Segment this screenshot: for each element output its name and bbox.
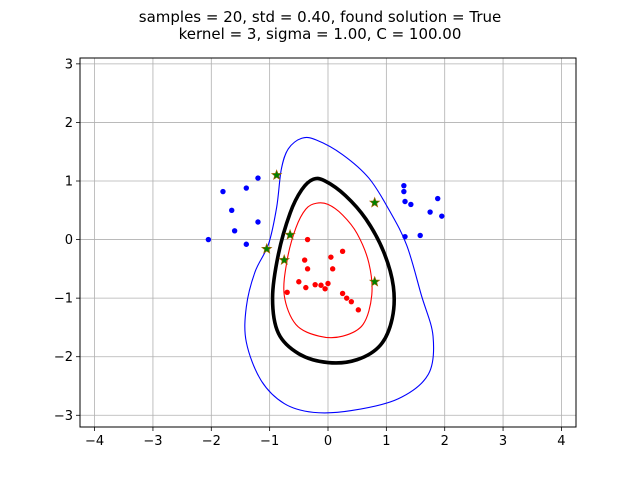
red-data-point — [301, 257, 308, 263]
red-data-point — [284, 289, 290, 295]
red-data-point — [304, 236, 311, 243]
x-tick-label: 1 — [382, 434, 390, 449]
chart-title: samples = 20, std = 0.40, found solution… — [139, 8, 501, 26]
blue-data-point — [229, 207, 235, 213]
blue-data-point — [401, 188, 407, 195]
blue-data-point — [408, 201, 414, 208]
red-data-point — [325, 280, 331, 287]
x-tick-label: −1 — [260, 434, 279, 449]
blue-data-point — [402, 233, 408, 240]
support-vector-point — [368, 196, 381, 208]
support-vector-point — [368, 275, 381, 287]
red-data-point — [343, 295, 350, 301]
blue-data-point — [427, 209, 433, 215]
blue-data-point — [231, 228, 238, 234]
y-tick-label: −1 — [54, 292, 73, 307]
support-vector-point — [278, 254, 290, 265]
red-data-point — [322, 286, 328, 292]
red-data-point — [339, 248, 346, 254]
blue-data-point — [255, 175, 261, 181]
red-data-point — [296, 279, 302, 285]
x-tick-label: −2 — [202, 434, 221, 449]
x-tick-label: −4 — [85, 434, 104, 449]
blue-data-point — [205, 236, 212, 243]
y-tick-label: 2 — [65, 116, 73, 131]
red-data-point — [328, 254, 334, 260]
axis-ticks: −4 −3 −2 −1 0 1 2 3 4 −3 −2 −1 0 1 2 3 — [54, 57, 566, 449]
blue-data-point — [401, 182, 407, 189]
red-data-point — [304, 266, 311, 272]
red-data-point — [318, 282, 324, 288]
data-points — [205, 169, 445, 313]
support-vector-point — [260, 242, 273, 254]
y-tick-label: 0 — [65, 233, 73, 248]
blue-data-point — [439, 213, 445, 219]
x-tick-label: 3 — [499, 434, 507, 449]
blue-data-point — [243, 185, 250, 191]
red-data-point — [303, 284, 309, 291]
red-data-point — [339, 290, 346, 297]
contour-lines — [244, 136, 435, 414]
contour-margin-inner — [283, 202, 373, 339]
red-data-point — [329, 266, 336, 272]
red-data-point — [355, 307, 362, 313]
red-data-point — [312, 281, 318, 288]
x-tick-label: −3 — [143, 434, 162, 449]
x-tick-label: 0 — [324, 434, 332, 449]
contour-margin-outer — [244, 136, 435, 414]
blue-data-point — [417, 232, 423, 239]
x-tick-label: 4 — [557, 434, 565, 449]
x-tick-label: 2 — [441, 434, 449, 449]
blue-data-point — [243, 241, 250, 247]
blue-data-point — [402, 198, 408, 205]
support-vector-point — [270, 169, 283, 181]
y-tick-label: 1 — [65, 175, 73, 190]
blue-data-point — [220, 188, 226, 195]
y-tick-label: 3 — [65, 57, 73, 72]
red-data-point — [348, 298, 355, 305]
support-vector-point — [284, 228, 296, 240]
contour-decision-boundary — [270, 176, 396, 365]
blue-data-point — [255, 219, 261, 225]
blue-data-point — [435, 195, 441, 202]
y-tick-label: −2 — [54, 350, 73, 365]
y-tick-label: −3 — [54, 409, 73, 424]
chart-subtitle: kernel = 3, sigma = 1.00, C = 100.00 — [179, 25, 462, 43]
